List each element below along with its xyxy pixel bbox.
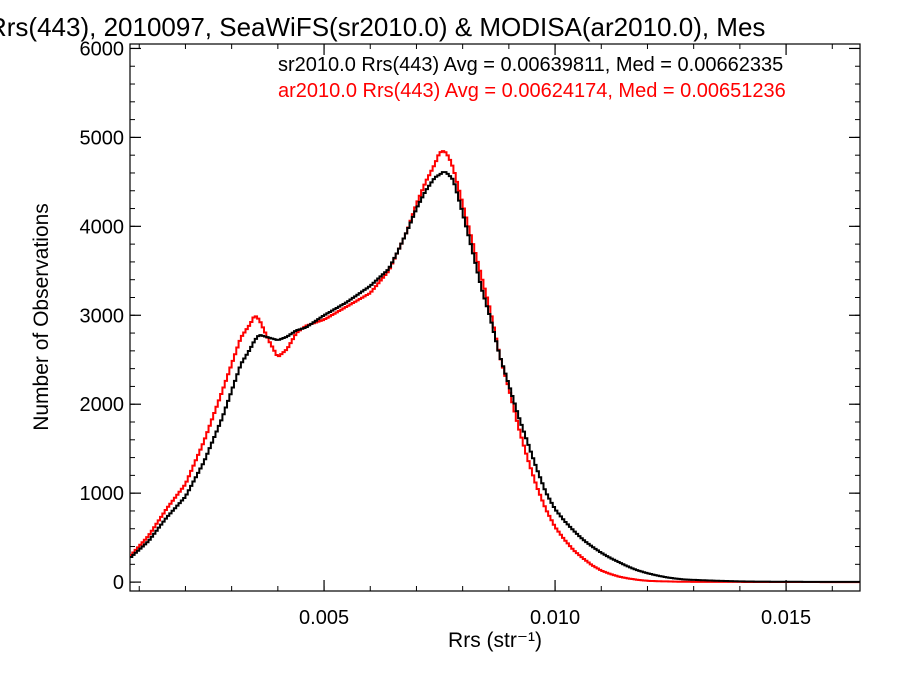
y-tick-label: 5000 [80, 127, 125, 149]
y-tick-label: 0 [113, 572, 124, 594]
legend: sr2010.0 Rrs(443) Avg = 0.00639811, Med … [278, 54, 786, 102]
chart-title: Rrs(443), 2010097, SeaWiFS(sr2010.0) & M… [0, 12, 765, 42]
y-axis-label: Number of Observations [30, 203, 53, 431]
series-sr2010-line [130, 171, 860, 583]
y-tick-label: 2000 [80, 394, 125, 416]
series-ar2010-line [130, 150, 860, 584]
y-tick-label: 4000 [80, 216, 125, 238]
x-tick-label: 0.010 [530, 607, 580, 629]
axis-ticks: 0.005 0.010 0.015 0 1000 2000 3000 4000 5000 6000 [80, 38, 860, 629]
y-tick-label: 3000 [80, 305, 125, 327]
legend-entry-sr2010: sr2010.0 Rrs(443) Avg = 0.00639811, Med … [278, 54, 783, 76]
y-tick-label: 1000 [80, 483, 125, 505]
y-tick-label: 6000 [80, 38, 125, 60]
x-tick-label: 0.005 [299, 607, 349, 629]
plot-frame [129, 43, 861, 592]
series-layer [130, 150, 860, 584]
legend-entry-ar2010: ar2010.0 Rrs(443) Avg = 0.00624174, Med … [278, 80, 786, 102]
x-tick-label: 0.015 [761, 607, 811, 629]
x-axis-label: Rrs (str⁻¹) [448, 629, 542, 652]
